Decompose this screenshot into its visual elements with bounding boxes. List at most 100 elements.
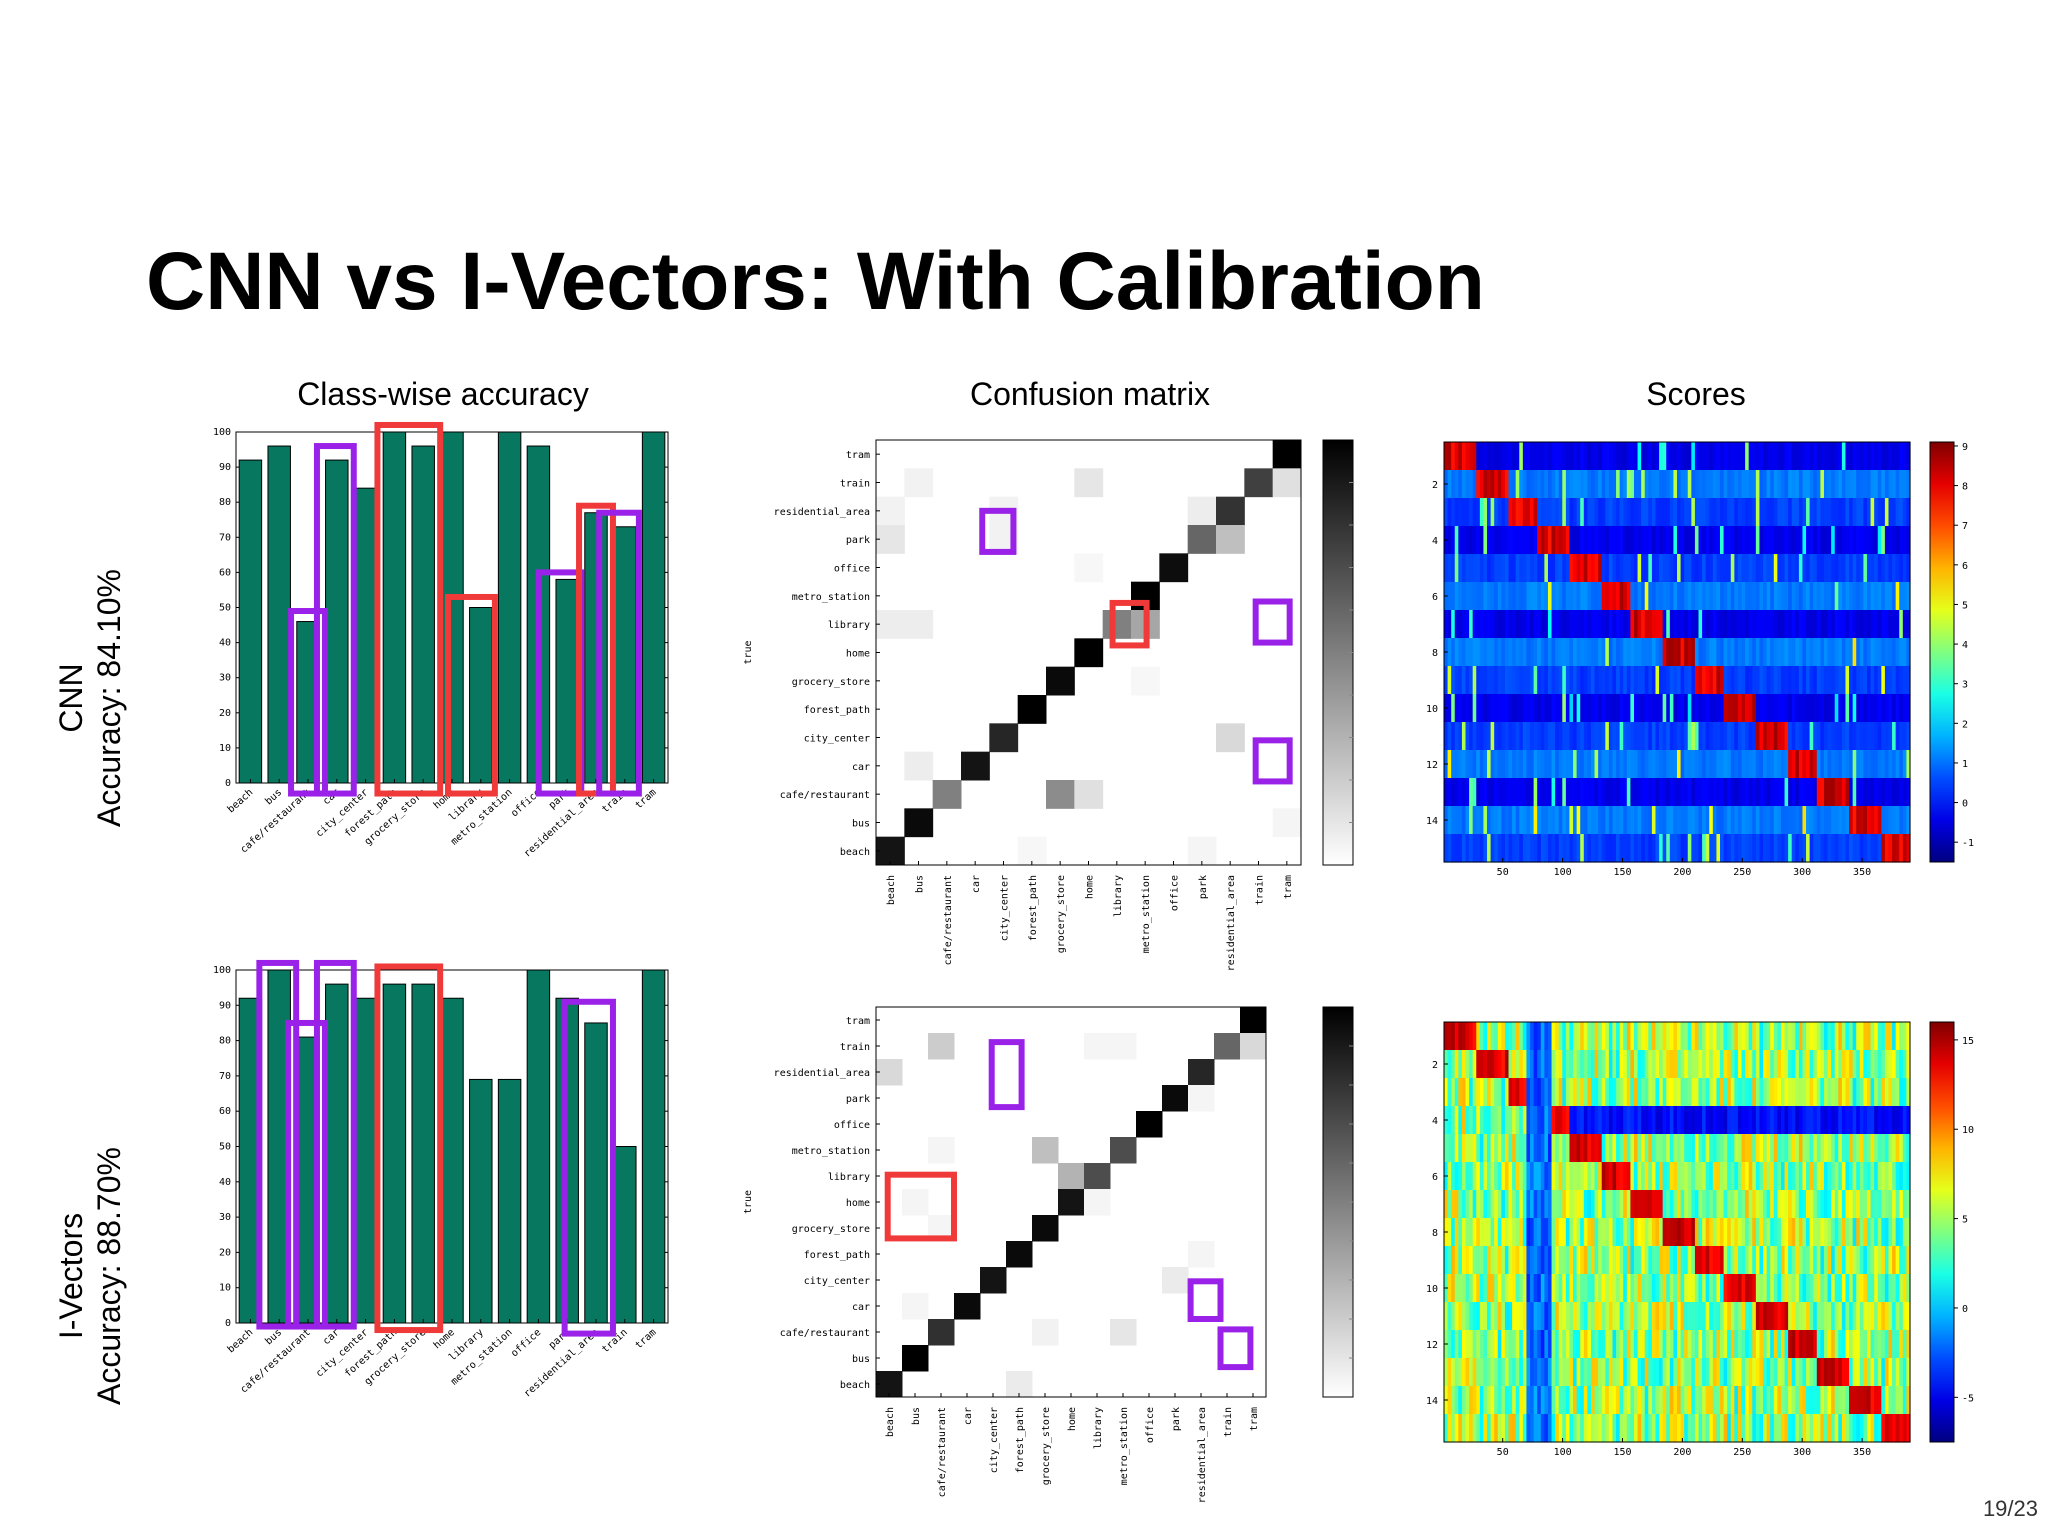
ivec-scores-ytick-label: 12 bbox=[1426, 1340, 1438, 1351]
ivec-accuracy-highlight-box bbox=[313, 959, 357, 1330]
cnn-confusion-row-label: beach bbox=[840, 847, 870, 858]
ivec-confusion-col-label: cafe/restaurant bbox=[937, 1407, 948, 1497]
cnn-accuracy-bar bbox=[584, 512, 608, 784]
page-number: 19/23 bbox=[1982, 1496, 2038, 1521]
cnn-accuracy-bar bbox=[353, 487, 378, 784]
cnn-confusion-ylabel: true bbox=[743, 640, 754, 664]
ivec-accuracy-xtick-label: office bbox=[509, 1327, 543, 1359]
ivec-confusion-cell bbox=[1032, 1319, 1059, 1346]
cnn-accuracy-highlight-box bbox=[313, 443, 357, 797]
cnn-confusion-cell bbox=[989, 723, 1019, 753]
ivec-scores-ytick-label: 4 bbox=[1432, 1116, 1438, 1127]
ivec-accuracy-highlight-box bbox=[374, 963, 444, 1334]
cnn-confusion-cell bbox=[1187, 525, 1217, 554]
cnn-confusion-cell bbox=[904, 610, 934, 639]
ivec-confusion-row-label: park bbox=[846, 1094, 870, 1105]
cnn-accuracy-ytick-label: 40 bbox=[219, 638, 231, 649]
cnn-accuracy-bar bbox=[641, 431, 666, 784]
cnn-accuracy-ytick-label: 90 bbox=[219, 462, 231, 473]
ivec-scores-xtick-label: 200 bbox=[1673, 1447, 1691, 1458]
ivec-confusion-col-label: metro_station bbox=[1119, 1407, 1130, 1485]
cnn-scores-colorbar-label: -1 bbox=[1962, 838, 1974, 849]
cnn-scores-ytick-label: 12 bbox=[1426, 760, 1438, 771]
ivec-scores-colorbar-label: 5 bbox=[1962, 1215, 1968, 1226]
cnn-scores-colorbar-label: 4 bbox=[1962, 640, 1968, 651]
ivec-confusion-col-label: library bbox=[1093, 1407, 1104, 1449]
cnn-scores-colorbar-label: 2 bbox=[1962, 719, 1968, 730]
ivec-confusion-cell bbox=[1240, 1033, 1267, 1060]
cnn-confusion-cell bbox=[1216, 525, 1245, 554]
cnn-scores-ytick-label: 14 bbox=[1426, 816, 1438, 827]
ivec-confusion-cell bbox=[1136, 1111, 1163, 1138]
ivec-scores-colorbar-label: 15 bbox=[1962, 1036, 1974, 1047]
ivec-confusion-cell bbox=[1162, 1267, 1189, 1294]
ivec-confusion-cell bbox=[1058, 1163, 1085, 1190]
cnn-scores-xtick-label: 200 bbox=[1673, 867, 1691, 878]
ivec-confusion-cell bbox=[1162, 1085, 1189, 1112]
cnn-confusion-cell bbox=[1187, 836, 1217, 866]
cnn-confusion-cell bbox=[1017, 695, 1047, 724]
ivec-confusion-cell bbox=[1058, 1189, 1085, 1216]
cnn-confusion-cell bbox=[1216, 496, 1245, 526]
cnn-scores-ytick-label: 6 bbox=[1432, 592, 1438, 603]
cnn-scores-colorbar-label: 3 bbox=[1962, 680, 1968, 691]
cnn-confusion-col-label: bus bbox=[915, 875, 926, 893]
ivec-scores-xtick-label: 300 bbox=[1793, 1447, 1811, 1458]
cnn-accuracy-bar bbox=[440, 431, 464, 784]
ivec-confusion-cell bbox=[928, 1137, 955, 1164]
ivec-accuracy-bar bbox=[526, 969, 551, 1324]
ivec-accuracy-ytick-label: 20 bbox=[219, 1247, 231, 1258]
cnn-scores-colorbar-label: 7 bbox=[1962, 521, 1968, 532]
ivec-accuracy-ytick-label: 70 bbox=[219, 1071, 231, 1082]
ivec-confusion-row-label: bus bbox=[852, 1354, 870, 1365]
ivec-accuracy-ytick-label: 40 bbox=[219, 1177, 231, 1188]
cnn-accuracy-bar bbox=[613, 526, 637, 784]
ivec-confusion-cell bbox=[980, 1267, 1007, 1294]
ivec-confusion-col-label: tram bbox=[1249, 1407, 1260, 1431]
ivec-confusion-cell bbox=[1084, 1189, 1111, 1216]
cnn-confusion-cell bbox=[1131, 666, 1160, 696]
ivec-confusion-cell bbox=[1006, 1241, 1033, 1268]
cnn-confusion-cell bbox=[904, 751, 934, 781]
ivec-scores-xtick-label: 350 bbox=[1853, 1447, 1871, 1458]
cnn-confusion-cell bbox=[1272, 468, 1302, 498]
ivec-scores-colorbar-label: 0 bbox=[1962, 1304, 1968, 1315]
ivec-confusion-row-label: library bbox=[828, 1172, 870, 1183]
cnn-confusion-row-label: grocery_store bbox=[792, 677, 870, 688]
cnn-scores-colorbar-label: 9 bbox=[1962, 442, 1968, 453]
ivec-accuracy-ytick-label: 90 bbox=[219, 1000, 231, 1011]
cnn-confusion-cell bbox=[1159, 553, 1189, 583]
ivec-scores-colorbar bbox=[1929, 1021, 1955, 1443]
cnn-confusion-row-label: home bbox=[846, 649, 870, 660]
cnn-confusion-cell bbox=[876, 610, 905, 639]
cnn-confusion-row-label: car bbox=[852, 762, 870, 773]
ivec-confusion-row-label: train bbox=[840, 1042, 870, 1053]
cnn-confusion-cell bbox=[904, 808, 934, 838]
cnn-confusion-cell bbox=[876, 836, 905, 866]
confusion-column-title: Confusion matrix bbox=[969, 376, 1211, 412]
cnn-accuracy-highlight-box bbox=[374, 421, 444, 797]
cnn-confusion-cell bbox=[1074, 638, 1104, 668]
cnn-confusion-col-label: park bbox=[1198, 875, 1209, 899]
cnn-scores-cells bbox=[1444, 442, 1911, 863]
accuracy-column-title: Class-wise accuracy bbox=[297, 376, 589, 412]
cnn-accuracy-ytick-label: 20 bbox=[219, 708, 231, 719]
ivec-confusion-cell bbox=[1084, 1033, 1111, 1060]
ivec-confusion-cell bbox=[1188, 1059, 1215, 1086]
ivec-accuracy-highlight-box bbox=[561, 998, 616, 1337]
cnn-scores-colorbar-label: 0 bbox=[1962, 799, 1968, 810]
ivec-confusion-col-label: beach bbox=[885, 1407, 896, 1437]
cnn-confusion-cell bbox=[876, 525, 905, 554]
cnn-confusion-cell bbox=[1272, 440, 1302, 469]
cnn-confusion-highlight-box bbox=[979, 507, 1017, 555]
cnn-confusion-col-label: car bbox=[971, 875, 982, 893]
ivec-confusion-cell bbox=[1188, 1085, 1215, 1112]
ivec-confusion-highlight-box bbox=[884, 1171, 958, 1242]
ivec-confusion-cell bbox=[1084, 1163, 1111, 1190]
cnn-accuracy-highlight-box bbox=[288, 608, 328, 797]
cnn-confusion-col-label: home bbox=[1085, 875, 1096, 899]
cnn-confusion-col-label: tram bbox=[1283, 875, 1294, 899]
ivec-confusion-row-label: metro_station bbox=[792, 1146, 870, 1157]
cnn-confusion-cell bbox=[1102, 610, 1132, 639]
cnn-confusion-col-label: library bbox=[1113, 875, 1124, 917]
